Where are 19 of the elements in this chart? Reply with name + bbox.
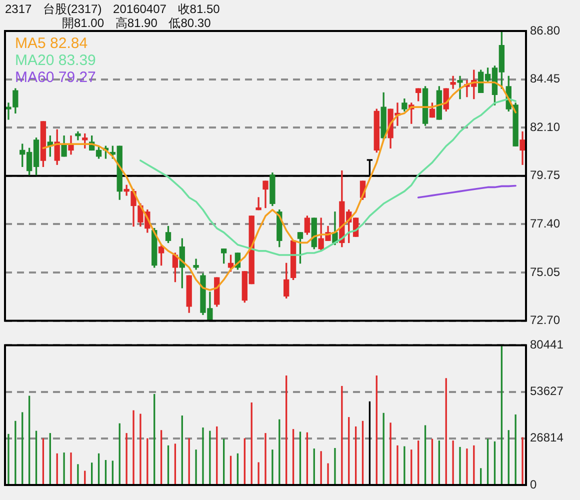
text: MA20 83.39: [15, 52, 96, 69]
candlestick: [450, 76, 456, 89]
y-tick-label: 77.40: [530, 216, 560, 231]
text: MA5 82.84: [15, 35, 88, 52]
y-tick-label: 53627: [530, 384, 564, 398]
y-tick-label: 84.45: [530, 72, 560, 86]
chart-subtitle: 開81.00 高81.90 低80.30: [62, 16, 211, 30]
candlestick: [457, 76, 463, 100]
y-tick-label: 86.80: [530, 23, 560, 38]
y-tick-label: 80441: [530, 338, 564, 352]
y-tick-label: 72.70: [530, 313, 560, 328]
y-tick-label: 75.05: [530, 264, 560, 279]
chart-title: 2317 台股(2317) 20160407 收81.50: [5, 2, 220, 16]
text: MA60 79.27: [15, 69, 96, 86]
y-tick-label: 79.75: [530, 168, 560, 182]
y-tick-label: 0: [530, 477, 537, 492]
candlestick: [256, 197, 262, 210]
y-tick-label: 82.10: [530, 120, 560, 134]
y-tick-label: 26814: [530, 430, 564, 445]
